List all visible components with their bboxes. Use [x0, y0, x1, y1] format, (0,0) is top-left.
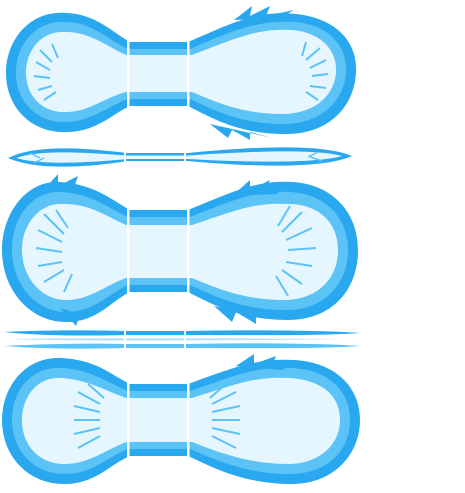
flare-spikes-right	[301, 41, 329, 101]
band-divider-left	[124, 326, 126, 352]
band-divider-right	[184, 146, 186, 166]
band-divider-right	[187, 40, 190, 108]
band-divider-left	[124, 146, 126, 166]
streak-spikes	[29, 151, 323, 164]
flare-spikes-center-left	[73, 383, 105, 449]
flare-tendrils	[210, 6, 294, 140]
flare-tendrils	[40, 174, 292, 326]
streak-light	[10, 338, 350, 341]
band-divider-right	[184, 326, 186, 352]
capsule-inner-fill	[22, 203, 338, 300]
sprite-frame-thin-streak	[4, 326, 360, 352]
capsule-inner-fill	[26, 29, 337, 115]
band-divider-right	[187, 208, 190, 296]
band-divider-left	[127, 382, 130, 458]
sprite-frame-capsule-2	[2, 174, 358, 326]
streak-inner	[16, 151, 342, 163]
band-divider-right	[187, 382, 190, 458]
streak-lower	[4, 343, 360, 349]
band-divider-left	[127, 208, 130, 296]
sprite-frame-capsule-1	[6, 6, 357, 140]
band-divider-left	[127, 40, 130, 108]
sprite-frame-capsule-3	[2, 354, 360, 484]
capsule-inner-fill	[22, 377, 340, 464]
streak-upper	[4, 330, 360, 336]
flare-spikes-left	[35, 209, 73, 293]
flare-spikes-left	[33, 43, 59, 101]
flare-spikes-center-right	[209, 383, 241, 449]
flare-spikes-right	[275, 205, 317, 297]
flare-tendrils	[236, 354, 298, 370]
sprite-frame-flat-streak	[8, 146, 352, 167]
